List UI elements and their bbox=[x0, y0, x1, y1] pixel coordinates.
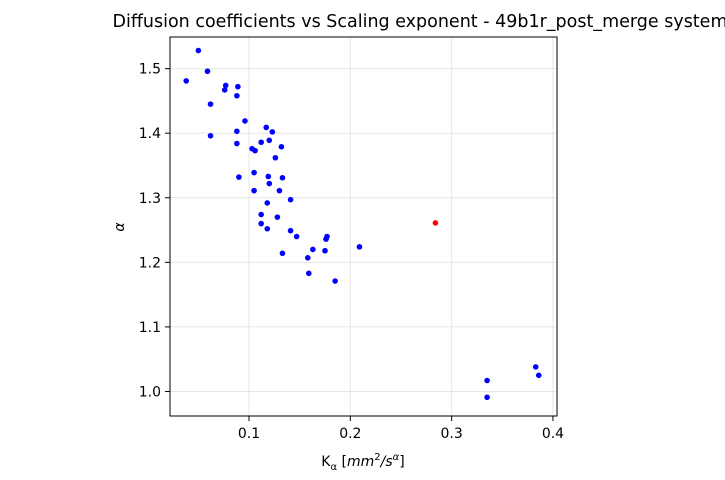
x-tick-label: 0.2 bbox=[339, 426, 361, 442]
data-point bbox=[207, 132, 214, 139]
data-point bbox=[252, 147, 258, 154]
data-point bbox=[204, 68, 211, 75]
data-point bbox=[195, 47, 202, 54]
y-tick-label: 1.3 bbox=[139, 191, 161, 207]
data-point bbox=[304, 255, 311, 261]
y-axis: 1.0 1.1 1.2 1.3 1.4 1.5 bbox=[139, 62, 170, 400]
data-point bbox=[310, 246, 316, 253]
data-point bbox=[323, 236, 329, 242]
x-axis: 0.1 0.2 0.3 0.4 bbox=[238, 416, 564, 442]
y-tick-label: 1.5 bbox=[139, 62, 161, 78]
data-point bbox=[356, 244, 363, 250]
x-tick-label: 0.1 bbox=[238, 426, 260, 442]
data-point bbox=[234, 140, 240, 147]
y-tick-label: 1.0 bbox=[139, 384, 161, 400]
data-point bbox=[274, 214, 281, 220]
data-point bbox=[266, 180, 273, 187]
data-points bbox=[183, 47, 542, 401]
data-point bbox=[484, 377, 490, 384]
data-point bbox=[234, 92, 240, 99]
data-point bbox=[293, 233, 300, 240]
y-tick-label: 1.1 bbox=[139, 320, 161, 336]
data-point bbox=[222, 82, 229, 89]
x-axis-label: Kα [mm2/sα] bbox=[321, 452, 404, 473]
data-point bbox=[234, 128, 240, 135]
data-point bbox=[535, 372, 542, 379]
data-point bbox=[272, 154, 279, 161]
data-point bbox=[235, 83, 241, 90]
data-point bbox=[484, 394, 490, 401]
data-point bbox=[322, 247, 328, 254]
data-point bbox=[287, 196, 294, 203]
data-point bbox=[258, 211, 264, 218]
data-point bbox=[276, 187, 283, 194]
data-point bbox=[265, 173, 272, 180]
x-tick-label: 0.3 bbox=[441, 426, 463, 442]
data-point bbox=[258, 139, 264, 146]
data-point bbox=[432, 220, 439, 226]
data-point bbox=[207, 101, 214, 107]
data-point bbox=[278, 143, 285, 150]
data-point bbox=[332, 278, 338, 284]
grid bbox=[170, 37, 557, 416]
x-tick-label: 0.4 bbox=[542, 426, 564, 442]
data-point bbox=[236, 174, 242, 180]
y-tick-label: 1.2 bbox=[139, 255, 161, 271]
data-point bbox=[269, 129, 276, 135]
data-point bbox=[287, 227, 294, 234]
data-point bbox=[242, 118, 248, 124]
data-point bbox=[251, 187, 257, 194]
data-point bbox=[251, 169, 257, 176]
data-point bbox=[305, 270, 312, 277]
y-axis-label: α bbox=[112, 222, 128, 232]
plot-frame bbox=[169, 36, 558, 417]
y-tick-label: 1.4 bbox=[139, 126, 161, 142]
data-point bbox=[532, 364, 539, 370]
data-point bbox=[266, 137, 273, 144]
data-point bbox=[264, 225, 271, 232]
data-point bbox=[279, 250, 286, 257]
data-point bbox=[221, 87, 228, 93]
data-point bbox=[183, 78, 190, 84]
data-point bbox=[258, 220, 264, 227]
data-point bbox=[264, 200, 271, 206]
data-point bbox=[263, 124, 270, 131]
data-point bbox=[279, 174, 286, 181]
chart-title: Diffusion coefficients vs Scaling expone… bbox=[113, 12, 725, 32]
